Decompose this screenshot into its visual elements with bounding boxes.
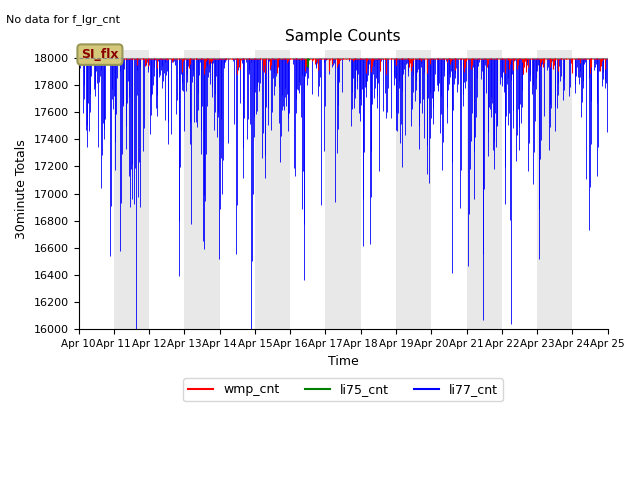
Bar — [467, 50, 502, 329]
Bar — [255, 50, 290, 329]
Bar — [184, 50, 220, 329]
Bar — [79, 50, 114, 329]
Bar — [396, 50, 431, 329]
Title: Sample Counts: Sample Counts — [285, 29, 401, 44]
Bar — [361, 50, 396, 329]
Text: SI_flx: SI_flx — [81, 48, 118, 61]
Bar — [537, 50, 572, 329]
Bar — [572, 50, 608, 329]
Bar — [114, 50, 149, 329]
Bar — [290, 50, 326, 329]
Bar — [431, 50, 467, 329]
Bar — [502, 50, 537, 329]
Bar — [220, 50, 255, 329]
X-axis label: Time: Time — [328, 355, 358, 368]
Legend: wmp_cnt, li75_cnt, li77_cnt: wmp_cnt, li75_cnt, li77_cnt — [184, 378, 503, 401]
Bar — [149, 50, 184, 329]
Y-axis label: 30minute Totals: 30minute Totals — [15, 140, 28, 240]
Bar — [326, 50, 361, 329]
Text: No data for f_lgr_cnt: No data for f_lgr_cnt — [6, 14, 120, 25]
